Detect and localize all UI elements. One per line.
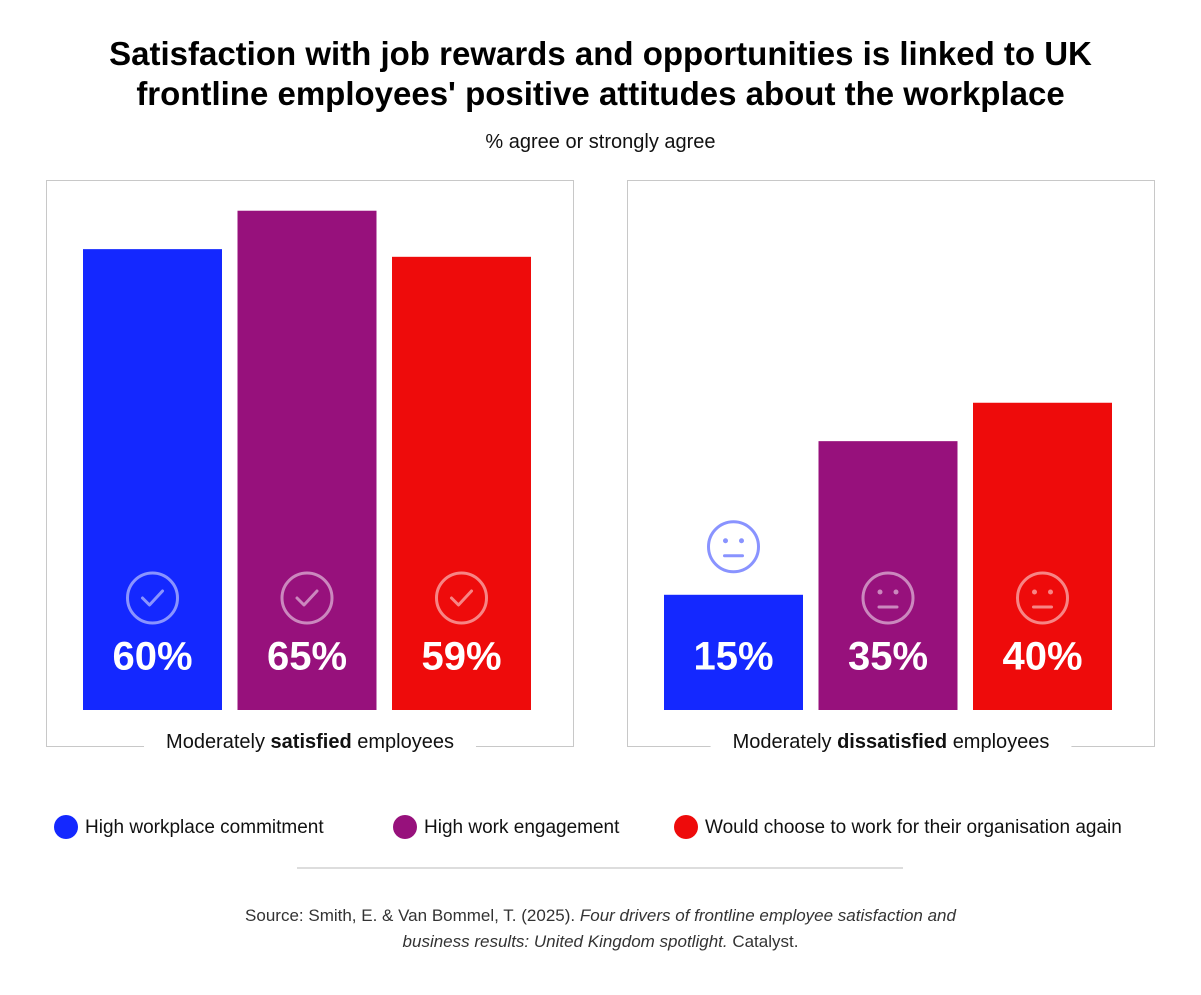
icon-circle [435, 571, 488, 625]
icon-eye [877, 589, 883, 595]
category-label-part: dissatisfied [837, 731, 947, 753]
icon-check [295, 589, 319, 607]
label-background [710, 732, 1072, 760]
legend-label: High work engagement [424, 817, 620, 838]
bar [818, 441, 958, 710]
legend-swatch [393, 815, 417, 839]
bar [973, 402, 1112, 710]
icon-eye [1048, 589, 1053, 595]
value-label: 40% [1002, 635, 1082, 679]
icon-circle [126, 571, 179, 625]
label-background [144, 732, 476, 760]
legend-label: High workplace commitment [85, 817, 324, 838]
bar [664, 594, 803, 710]
category-label-part: employees [357, 731, 454, 753]
icon-circle [707, 520, 760, 574]
source-text: Source: Smith, E. & Van Bommel, T. (2025… [245, 906, 576, 925]
chart-subtitle: % agree or strongly agree [485, 131, 716, 153]
icon-circle [280, 571, 334, 625]
category-label-part: Moderately [166, 731, 265, 753]
icon-circle [861, 571, 915, 625]
category-label: Moderately satisfied employees [166, 731, 454, 753]
source-publisher: Catalyst. [732, 932, 799, 951]
icon-circle [1016, 571, 1069, 625]
value-label: 15% [693, 635, 773, 679]
legend-swatch [54, 815, 78, 839]
icon-eye [1032, 589, 1037, 595]
category-label: Moderately dissatisfied employees [733, 731, 1050, 753]
bar [237, 210, 377, 710]
icon-eye [739, 538, 744, 544]
icon-eye [893, 589, 899, 595]
category-label-part: Moderately [733, 731, 832, 753]
value-label: 35% [848, 635, 928, 679]
chart-title: Satisfaction with job rewards and opport… [109, 35, 1092, 112]
icon-eye [723, 538, 728, 544]
category-label-part: satisfied [271, 731, 352, 753]
icon-check [450, 589, 473, 607]
bar [392, 256, 531, 710]
value-label: 65% [267, 635, 347, 679]
value-label: 60% [112, 635, 192, 679]
category-label-part: employees [953, 731, 1050, 753]
source: Source: Smith, E. & Van Bommel, T. (2025… [220, 903, 981, 955]
legend-swatch [674, 815, 698, 839]
value-label: 59% [421, 635, 501, 679]
source-title: Four drivers of frontline employee satis… [402, 906, 956, 951]
icon-check [141, 589, 164, 607]
bar [83, 249, 222, 710]
legend-label: Would choose to work for their organisat… [705, 817, 1122, 838]
